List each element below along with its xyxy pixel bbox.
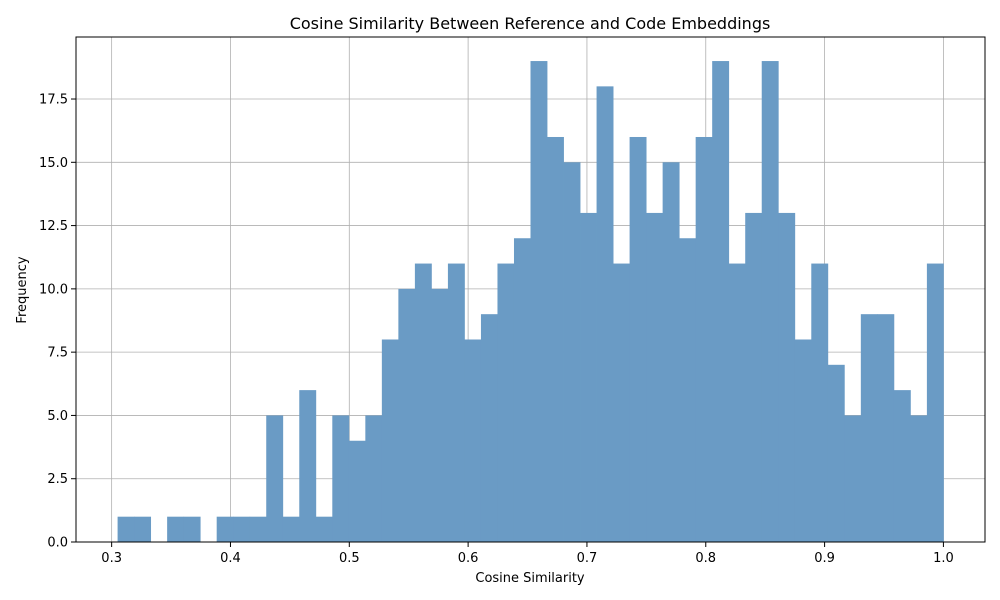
histogram-bar (497, 263, 515, 542)
y-tick-label: 0.0 (47, 536, 68, 551)
histogram-bar (745, 212, 763, 543)
y-tick-label: 7.5 (47, 346, 68, 361)
histogram-bar (893, 390, 911, 542)
x-tick-label: 0.4 (220, 551, 241, 566)
y-tick-label: 15.0 (39, 156, 68, 171)
histogram-bar (811, 263, 829, 542)
x-axis-label: Cosine Similarity (475, 571, 585, 586)
histogram-bar (266, 415, 284, 542)
histogram-bar (728, 263, 746, 542)
histogram-bar (447, 263, 465, 542)
histogram-bar (381, 339, 399, 542)
histogram-bar (398, 288, 416, 542)
histogram-bar (315, 516, 333, 542)
histogram-bar (233, 516, 251, 542)
ticks: 0.3 0.4 0.5 0.6 0.7 0.8 0.9 1.0 0.0 2.5 5.0 7.5 10.0… (39, 93, 954, 566)
histogram-bar (348, 440, 366, 542)
histogram-bar (547, 136, 564, 542)
histogram-bar (117, 516, 135, 542)
histogram-bar (827, 364, 845, 542)
x-tick-label: 0.6 (458, 551, 479, 566)
y-tick-label: 12.5 (39, 219, 68, 234)
histogram-bar (282, 516, 300, 542)
histogram-bar (761, 61, 779, 543)
y-tick-label: 10.0 (39, 282, 68, 297)
histogram-bar (877, 314, 895, 542)
histogram-bar (332, 415, 350, 542)
histogram-bars (117, 61, 944, 543)
histogram-bar (513, 238, 531, 542)
histogram-bar (662, 162, 680, 542)
histogram-bar (134, 516, 152, 542)
histogram-bar (216, 516, 234, 542)
histogram-bar (167, 516, 185, 542)
histogram-bar (464, 339, 482, 542)
histogram-bar (646, 212, 664, 543)
chart-title: Cosine Similarity Between Reference and … (290, 14, 771, 33)
histogram-bar (860, 314, 878, 542)
histogram-bar (299, 390, 317, 542)
x-tick-label: 1.0 (933, 551, 954, 566)
x-tick-label: 0.7 (577, 551, 598, 566)
histogram-bar (596, 86, 614, 542)
x-tick-label: 0.5 (339, 551, 360, 566)
histogram-bar (530, 61, 548, 543)
histogram-bar (365, 415, 383, 542)
histogram-bar (480, 314, 498, 542)
y-tick-label: 2.5 (47, 472, 68, 487)
histogram-bar (563, 162, 581, 542)
x-tick-label: 0.8 (695, 551, 716, 566)
axes (75, 36, 986, 543)
histogram-bar (580, 212, 597, 543)
histogram-bar (778, 212, 796, 543)
histogram-bar (414, 263, 432, 542)
histogram-bar (794, 339, 812, 542)
histogram-bar (679, 238, 697, 542)
histogram-bar (926, 263, 944, 542)
plot-frame (75, 36, 986, 543)
x-tick-label: 0.3 (101, 551, 122, 566)
histogram-bar (183, 516, 201, 542)
y-tick-label: 17.5 (39, 93, 68, 108)
histogram-bar (249, 516, 267, 542)
histogram-bar (613, 263, 630, 542)
x-tick-label: 0.9 (814, 551, 835, 566)
histogram-bar (712, 61, 730, 543)
histogram-bar (910, 415, 928, 542)
histogram-bar (431, 288, 449, 542)
y-axis-label: Frequency (15, 256, 30, 323)
histogram-bar (844, 415, 862, 542)
histogram-bar (629, 136, 647, 542)
y-tick-label: 5.0 (47, 409, 68, 424)
histogram-bar (695, 136, 713, 542)
